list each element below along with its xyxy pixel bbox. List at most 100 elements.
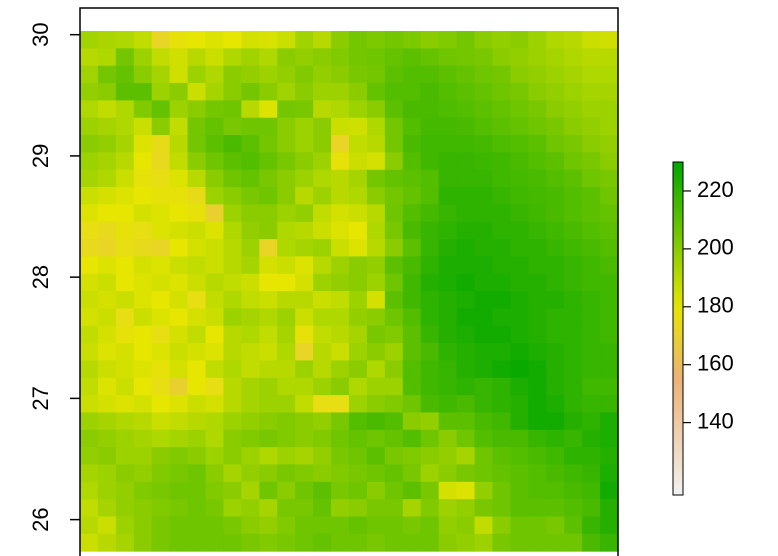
cell: [420, 325, 440, 344]
cell: [600, 152, 619, 171]
cell: [366, 31, 386, 49]
cell: [295, 533, 314, 552]
cell: [402, 447, 422, 465]
cell: [600, 343, 619, 361]
cell: [492, 31, 511, 49]
cell: [295, 100, 314, 119]
cell: [510, 464, 529, 483]
cell: [313, 516, 332, 535]
cell: [474, 221, 493, 240]
cell: [331, 377, 350, 396]
cell: [420, 187, 440, 205]
cell: [420, 447, 440, 465]
cell: [97, 343, 117, 361]
cell: [259, 187, 278, 205]
cell: [546, 204, 565, 223]
cell: [510, 169, 529, 188]
cell: [510, 239, 529, 257]
cell: [438, 256, 458, 275]
cell: [366, 273, 386, 292]
cell: [313, 447, 332, 465]
cell: [169, 221, 189, 240]
cell: [366, 169, 386, 188]
cell: [456, 239, 476, 257]
cell: [241, 325, 260, 344]
cell: [313, 100, 332, 119]
cell: [366, 308, 386, 327]
cell: [169, 325, 189, 344]
cell: [528, 100, 547, 119]
cell: [510, 83, 529, 101]
cell: [438, 48, 458, 67]
cell: [277, 308, 296, 327]
cell: [438, 325, 458, 344]
cell: [331, 395, 350, 413]
raster: [80, 31, 619, 552]
cell: [331, 187, 350, 205]
cell: [80, 533, 99, 552]
cell: [205, 325, 224, 344]
cell: [546, 117, 565, 136]
cell: [366, 221, 386, 240]
cell: [510, 65, 529, 84]
cell: [600, 412, 619, 431]
cell: [438, 239, 458, 257]
cell: [259, 464, 278, 483]
cell: [438, 135, 458, 153]
cell: [169, 65, 189, 84]
cell: [546, 447, 565, 465]
cell: [97, 239, 117, 257]
cell: [456, 152, 476, 171]
cell: [474, 100, 493, 119]
cell: [384, 516, 404, 535]
cell: [223, 360, 242, 379]
cell: [366, 48, 386, 67]
cell: [546, 464, 565, 483]
cell: [384, 291, 404, 309]
cell: [151, 291, 171, 309]
cell: [546, 31, 565, 49]
cell: [546, 152, 565, 171]
cell: [205, 360, 224, 379]
cell: [169, 152, 189, 171]
cell: [492, 187, 511, 205]
cell: [546, 308, 565, 327]
cell: [259, 152, 278, 171]
cell: [205, 308, 224, 327]
cell: [582, 83, 601, 101]
cell: [349, 221, 368, 240]
cell: [564, 325, 583, 344]
cell: [205, 48, 224, 67]
cell: [582, 152, 601, 171]
cell: [115, 360, 135, 379]
cell: [223, 291, 242, 309]
cell: [492, 516, 511, 535]
cell: [241, 48, 260, 67]
cell: [384, 412, 404, 431]
cell: [187, 135, 207, 153]
cell: [331, 516, 350, 535]
cell: [187, 325, 207, 344]
cell: [151, 273, 171, 292]
cell: [564, 291, 583, 309]
cell: [438, 100, 458, 119]
cell: [80, 152, 99, 171]
cell: [349, 325, 368, 344]
cell: [402, 516, 422, 535]
cell: [528, 412, 547, 431]
cell: [223, 221, 242, 240]
cell: [402, 83, 422, 101]
cell: [241, 499, 260, 517]
cell: [474, 65, 493, 84]
cell: [564, 499, 583, 517]
cell: [528, 256, 547, 275]
cell: [582, 291, 601, 309]
cell: [366, 117, 386, 136]
cell: [277, 533, 296, 552]
cell: [133, 499, 153, 517]
cell: [420, 377, 440, 396]
cell: [420, 291, 440, 309]
cell: [187, 48, 207, 67]
cell: [313, 221, 332, 240]
cell: [420, 169, 440, 188]
